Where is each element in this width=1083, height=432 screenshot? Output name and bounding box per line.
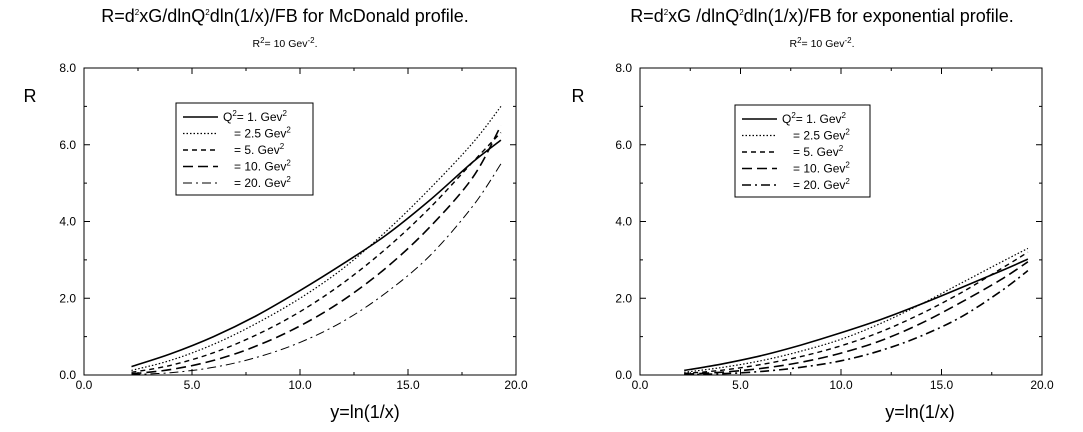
x-tick-label: 5.0 xyxy=(732,378,749,392)
legend-box xyxy=(175,102,314,196)
series-line-1 xyxy=(131,139,502,368)
legend: Q2= 1. Gev2 = 2.5 Gev2= 5. Gev2 = 10. Gev2… xyxy=(175,102,314,196)
superscript: 2 xyxy=(845,161,850,170)
x-tick-label: 5.0 xyxy=(184,378,201,392)
series-line-2 xyxy=(131,106,502,371)
superscript: 2 xyxy=(286,126,291,135)
y-tick-label: 6.0 xyxy=(615,138,632,152)
chart-panel-1: R=d2xG/dlnQ2dln(1/x)/FB for McDonald pro… xyxy=(24,6,529,422)
y-tick-label: 2.0 xyxy=(59,291,76,305)
series-line-4 xyxy=(131,125,502,375)
superscript: 2 xyxy=(232,109,237,118)
x-tick-label: 0.0 xyxy=(76,378,93,392)
superscript: 2 xyxy=(842,111,847,120)
y-tick-label: 4.0 xyxy=(59,215,76,229)
legend-label-3: = 5. Gev2 xyxy=(793,144,844,159)
series-line-1 xyxy=(684,258,1029,372)
superscript: 2 xyxy=(283,109,288,118)
superscript: 2 xyxy=(791,111,796,120)
y-axis-label: R xyxy=(572,86,585,106)
superscript: 2 xyxy=(845,128,850,137)
legend-label-4: = 10. Gev2 xyxy=(234,159,291,174)
legend-label-3: = 5. Gev2 xyxy=(234,142,285,157)
chart-title: R=d2xG /dlnQ2dln(1/x)/FB for exponential… xyxy=(630,6,1014,26)
superscript: 2 xyxy=(286,159,291,168)
y-tick-label: 6.0 xyxy=(59,138,76,152)
legend-label-1: Q2= 1. Gev2 xyxy=(223,109,288,124)
x-tick-label: 20.0 xyxy=(1030,378,1054,392)
superscript: 2 xyxy=(845,177,850,186)
x-axis-label: y=ln(1/x) xyxy=(885,402,955,422)
superscript: 2 xyxy=(260,36,265,45)
legend-label-4: = 10. Gev2 xyxy=(793,161,850,176)
y-tick-label: 8.0 xyxy=(615,61,632,75)
superscript: 2 xyxy=(839,144,844,153)
x-tick-label: 10.0 xyxy=(829,378,853,392)
superscript: -2 xyxy=(307,36,315,45)
legend-label-5: = 20. Gev2 xyxy=(793,177,850,192)
chart-title: R=d2xG/dlnQ2dln(1/x)/FB for McDonald pro… xyxy=(101,6,469,26)
superscript: 2 xyxy=(205,8,210,17)
y-tick-label: 2.0 xyxy=(615,291,632,305)
y-tick-label: 4.0 xyxy=(615,215,632,229)
superscript: 2 xyxy=(739,8,744,17)
legend-label-2: = 2.5 Gev2 xyxy=(234,126,291,141)
x-axis-label: y=ln(1/x) xyxy=(330,402,400,422)
series-line-5 xyxy=(684,269,1029,375)
series-line-3 xyxy=(684,251,1029,375)
x-tick-label: 15.0 xyxy=(930,378,954,392)
x-tick-label: 20.0 xyxy=(504,378,528,392)
x-tick-label: 0.0 xyxy=(632,378,649,392)
x-tick-label: 10.0 xyxy=(288,378,312,392)
chart-subtitle: R2= 10 Gev-2. xyxy=(253,36,318,50)
legend: Q2= 1. Gev2 = 2.5 Gev2= 5. Gev2 = 10. Gev2… xyxy=(734,104,871,198)
series-line-3 xyxy=(131,132,502,373)
legend-label-5: = 20. Gev2 xyxy=(234,175,291,190)
superscript: 2 xyxy=(280,142,285,151)
legend-label-2: = 2.5 Gev2 xyxy=(793,128,850,143)
y-tick-label: 8.0 xyxy=(59,61,76,75)
y-tick-label: 0.0 xyxy=(615,368,632,382)
series-line-5 xyxy=(131,163,502,375)
legend-label-1: Q2= 1. Gev2 xyxy=(782,111,847,126)
chart-subtitle: R2= 10 Gev-2. xyxy=(790,36,855,50)
x-tick-label: 15.0 xyxy=(396,378,420,392)
series-line-2 xyxy=(684,247,1029,373)
superscript: 2 xyxy=(135,8,140,17)
legend-box xyxy=(734,104,871,198)
y-axis-label: R xyxy=(24,86,37,106)
chart-panel-2: R=d2xG /dlnQ2dln(1/x)/FB for exponential… xyxy=(572,6,1055,422)
superscript: 2 xyxy=(664,8,669,17)
superscript: 2 xyxy=(797,36,802,45)
y-tick-label: 0.0 xyxy=(59,368,76,382)
superscript: -2 xyxy=(844,36,852,45)
superscript: 2 xyxy=(286,175,291,184)
